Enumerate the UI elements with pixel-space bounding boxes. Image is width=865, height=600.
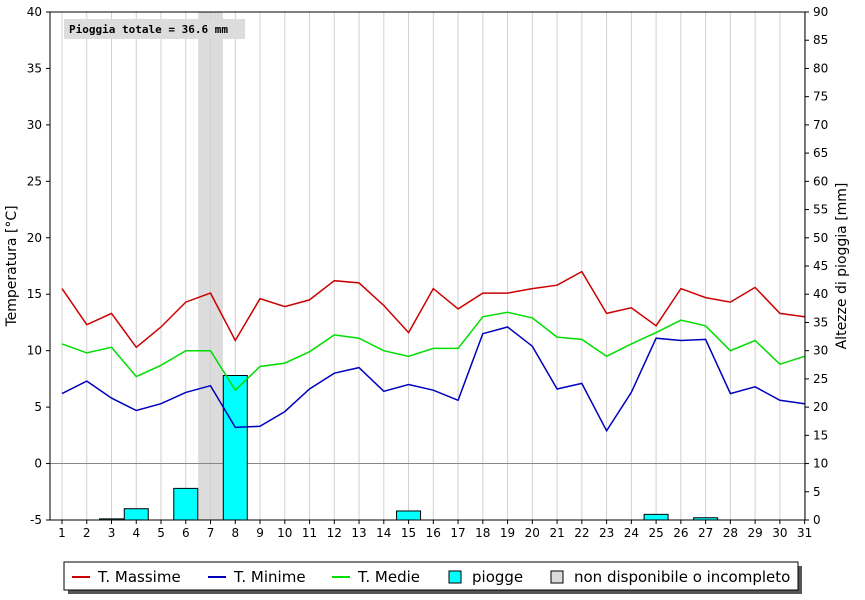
rain-bar [643,513,669,521]
x-tick-label: 13 [351,526,366,540]
y-tick-label: -5 [30,513,42,527]
rain-total-annotation: Pioggia totale = 36.6 mm [64,19,245,39]
legend-box-swatch [550,570,564,584]
y-tick-label: 30 [27,118,42,132]
y2-tick-label: 30 [813,344,828,358]
x-tick-label: 6 [182,526,190,540]
y2-tick-label: 65 [813,146,828,160]
x-tick-label: 16 [426,526,441,540]
series-line [61,326,805,433]
y-tick-label: 25 [27,174,42,188]
y-axis-title: Temperatura [°C] [4,205,20,327]
x-tick-label: 24 [624,526,639,540]
x-tick-label: 28 [723,526,738,540]
y-tick-label: 20 [27,231,42,245]
y-tick-label: 10 [27,344,42,358]
x-tick-label: 3 [108,526,116,540]
x-tick-label: 2 [83,526,91,540]
y-tick-label: 0 [34,457,42,471]
series-line [61,270,805,349]
y-tick-label: 5 [34,400,42,414]
series-line [61,311,805,392]
annotation-box [64,19,245,39]
legend-label: T. Minime [233,568,306,586]
y-tick-label: 40 [27,5,42,19]
y2-tick-label: 15 [813,428,828,442]
x-tick-label: 5 [157,526,165,540]
y2-tick-label: 85 [813,33,828,47]
x-tick-label: 15 [401,526,416,540]
x-tick-label: 21 [549,526,564,540]
y2-tick-label: 55 [813,203,828,217]
x-tick-label: 17 [450,526,465,540]
x-tick-label: 23 [599,526,614,540]
y-tick-label: 15 [27,287,42,301]
x-tick-label: 9 [256,526,264,540]
legend-box [63,561,799,591]
x-tick-label: 4 [132,526,140,540]
legend-box-swatch [448,570,462,584]
rain-bar [173,487,199,521]
x-tick-label: 1 [58,526,66,540]
rain-bar [222,375,248,521]
x-tick-label: 11 [302,526,317,540]
y2-tick-label: 40 [813,287,828,301]
x-tick-label: 26 [673,526,688,540]
y2-tick-label: 20 [813,400,828,414]
x-tick-label: 25 [648,526,663,540]
y2-tick-label: 10 [813,457,828,471]
x-tick-label: 20 [525,526,540,540]
rain-bar [123,508,149,521]
y2-axis-title: Altezze di pioggia [mm] [834,183,850,350]
x-tick-label: 29 [747,526,762,540]
y2-tick-label: 45 [813,259,828,273]
x-tick-label: 10 [277,526,292,540]
y2-tick-label: 25 [813,372,828,386]
x-tick-label: 12 [327,526,342,540]
y2-tick-label: 70 [813,118,828,132]
y2-tick-label: 5 [813,485,821,499]
x-tick-label: 30 [772,526,787,540]
y2-tick-label: 50 [813,231,828,245]
x-tick-label: 22 [574,526,589,540]
y2-tick-label: 35 [813,315,828,329]
x-tick-label: 18 [475,526,490,540]
legend-label: T. Medie [357,568,420,586]
x-tick-label: 31 [797,526,812,540]
x-tick-label: 19 [500,526,515,540]
y2-tick-label: 90 [813,5,828,19]
legend-label: non disponibile o incompleto [574,568,790,586]
x-tick-label: 27 [698,526,713,540]
y2-tick-label: 80 [813,61,828,75]
x-tick-label: 7 [207,526,215,540]
y2-tick-label: 0 [813,513,821,527]
x-tick-label: 14 [376,526,391,540]
y2-tick-label: 75 [813,90,828,104]
annotation-text: Pioggia totale = 36.6 mm [69,23,228,36]
y-tick-label: 35 [27,61,42,75]
legend-label: piogge [472,568,523,586]
y2-tick-label: 60 [813,174,828,188]
x-tick-label: 8 [231,526,239,540]
legend: T. Massime T. Minime T. Medie piogge non dis… [63,561,802,594]
rain-bar [396,510,422,521]
legend-label: T. Massime [97,568,181,586]
